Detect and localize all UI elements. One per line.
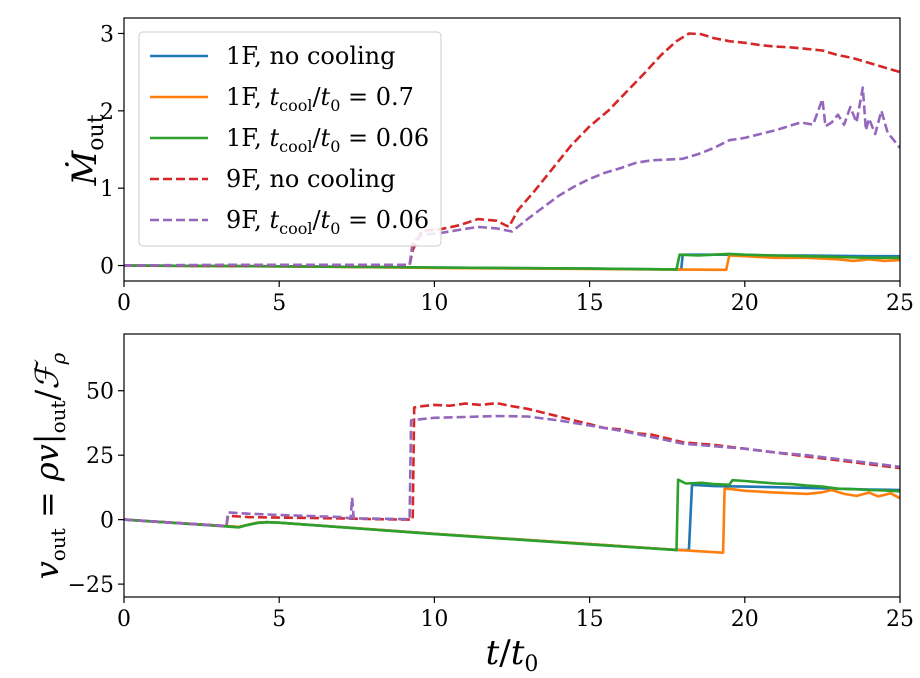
legend-entry-label: 1F, tcool/t0 = 0.06 — [226, 124, 429, 156]
series-line-5 — [124, 86, 900, 267]
y-tick-label: −25 — [68, 573, 114, 598]
x-tick-label: 25 — [886, 607, 914, 632]
x-tick-label: 0 — [117, 291, 131, 316]
x-tick-label: 20 — [731, 291, 759, 316]
axes-frame — [123, 333, 901, 598]
x-tick-label: 0 — [117, 607, 131, 632]
series-line-5 — [124, 414, 900, 528]
axes-frame — [123, 17, 901, 282]
x-tick-label: 10 — [420, 291, 448, 316]
y-axis-label: vout = ρv|out/ℱρv_out = ρv|_out/F_ρ — [28, 352, 70, 579]
legend: 1F, no cooling 1F, tcool/t0 = 0.7 1F, tcoo… — [138, 31, 442, 247]
legend-box — [138, 31, 442, 247]
series-line-4 — [124, 401, 900, 528]
x-tick-label: 15 — [576, 607, 604, 632]
x-tick-label: 10 — [420, 607, 448, 632]
y-tick-label: 25 — [86, 444, 114, 469]
y-axis-label: Ṁout — [65, 114, 109, 186]
x-tick-label: 5 — [272, 291, 286, 316]
top-panel: 0 5 10 15 20 25 0 1 2 3 Ṁout 1F, no cooling 1F, tcoo… — [65, 17, 914, 316]
series-group — [124, 401, 900, 555]
legend-entry-label: 9F, tcool/t0 = 0.06 — [226, 206, 429, 238]
y-tick-label: 3 — [100, 22, 114, 47]
y-tick-label: 0 — [100, 255, 114, 280]
series-line-2 — [124, 487, 900, 555]
y-tick-label: 0 — [100, 509, 114, 534]
y-tick-label: 2 — [100, 100, 114, 125]
series-line-3 — [124, 252, 900, 271]
series-line-4 — [124, 32, 900, 267]
y-tick-label: 50 — [86, 380, 114, 405]
y-tick-label: 1 — [100, 177, 114, 202]
x-tick-label: 25 — [886, 291, 914, 316]
legend-entry-label: 1F, tcool/t0 = 0.7 — [226, 83, 414, 115]
x-tick-label: 5 — [272, 607, 286, 632]
legend-entry-label: 9F, no cooling — [226, 165, 396, 193]
series-line-3 — [124, 478, 900, 552]
x-tick-label: 15 — [576, 291, 604, 316]
legend-entry-label: 1F, no cooling — [226, 42, 396, 70]
series-group — [124, 32, 900, 272]
x-tick-label: 20 — [731, 607, 759, 632]
x-axis-label: t/t0t/t0 — [486, 633, 539, 677]
